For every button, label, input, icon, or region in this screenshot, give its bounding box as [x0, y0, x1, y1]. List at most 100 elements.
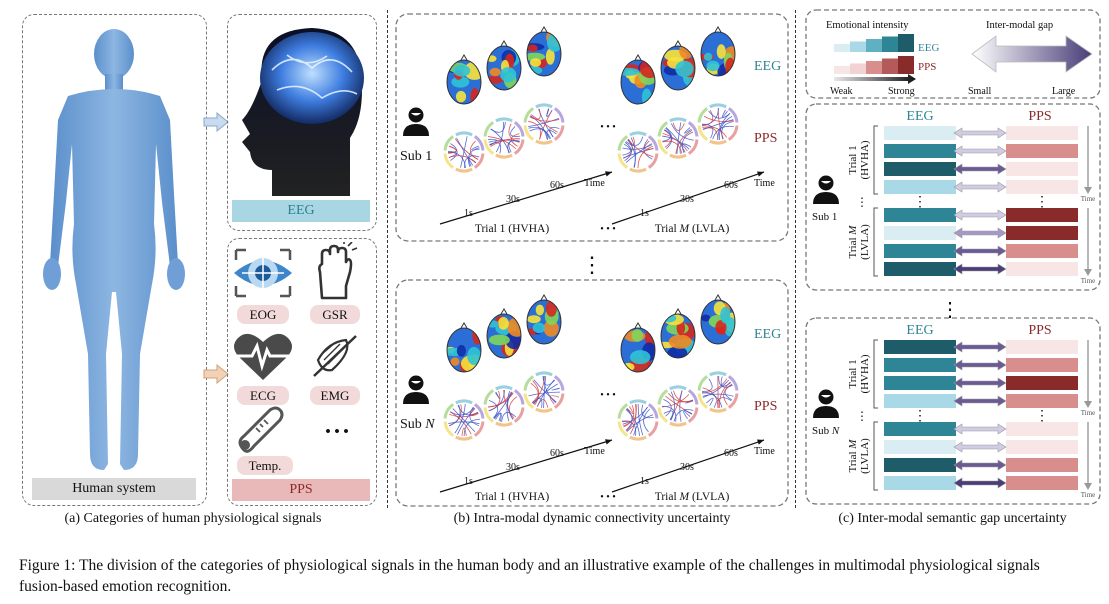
b-subN-trial1-circos-3 [523, 371, 565, 413]
b-subN-trialM-circos-3 [697, 371, 739, 413]
b-subject-vdots: ⋮ [581, 252, 603, 277]
b-subN-trial-dots-top: • • • [600, 390, 616, 401]
c-subN-trialM-label-a: Trial M [847, 439, 859, 473]
legend-strong-label: Strong [888, 86, 915, 97]
sub1-dashed-box [395, 13, 789, 242]
b-subN-trialM-label: Trial M (LVLA) [655, 491, 730, 503]
c-sub1-trial1-label-a: Trial 1 [847, 145, 859, 174]
c-subN-eeg-row-5 [884, 422, 956, 436]
legend-pps-step-2 [850, 63, 866, 74]
b-subN-person-icon [403, 375, 429, 404]
more-signals-ellipsis: • • • [325, 424, 349, 440]
emg-label: EMG [310, 386, 360, 405]
c-sub1-pps-row-2 [1006, 144, 1078, 158]
c-subN-gap-arrow-1 [953, 341, 1007, 353]
c-subN-person-icon [813, 389, 839, 418]
eeg-category-label: EEG [232, 200, 370, 222]
glowing-brain-head-icon [242, 28, 364, 196]
panel-b-caption: (b) Intra-modal dynamic connectivity unc… [453, 511, 731, 526]
legend-eeg-step-3 [866, 39, 882, 52]
b-subN-trialM-time-label: Time [754, 446, 775, 457]
legend-pps-step-4 [882, 58, 898, 74]
panel-c-caption: (c) Inter-modal semantic gap uncertainty [838, 511, 1067, 526]
c-sub1-pps-row-1 [1006, 126, 1078, 140]
b-sub1-trialM-time-arrow [611, 171, 765, 225]
c-sub1-trialM-bracket [873, 207, 878, 277]
c-subN-trial1-bracket [873, 339, 878, 409]
legend-eeg-step-5 [898, 34, 914, 52]
c-sub1-trial1-time-label: Time [1081, 195, 1096, 203]
c-subN-pps-row-3 [1006, 376, 1078, 390]
c-subN-eeg-row-2 [884, 358, 956, 372]
legend-pps-step-5 [898, 56, 914, 74]
c-subN-gap-arrow-8 [953, 477, 1007, 489]
legend-intensity-title: Emotional intensity [826, 20, 909, 31]
c-subN-gap-arrow-3 [953, 377, 1007, 389]
muscle-icon [313, 335, 357, 377]
legend-pps-label: PPS [918, 61, 936, 73]
c-sub1-gap-arrow-5 [953, 209, 1007, 221]
b-sub1-trialM-circos-3 [697, 103, 739, 145]
c-sub1-eeg-header: EEG [906, 109, 933, 124]
c-subN-trial1-time-label: Time [1081, 409, 1096, 417]
b-subN-trial1-tick-30s: 30s [506, 462, 520, 473]
b-sub1-trial1-circos-1 [443, 131, 485, 173]
c-subN-trialM-time-head [1084, 483, 1092, 490]
c-subN-gap-arrow-2 [953, 359, 1007, 371]
c-subN-eeg-row-8 [884, 476, 956, 490]
legend-small-label: Small [968, 86, 992, 97]
b-sub1-trial1-circos-3 [523, 103, 565, 145]
b-sub1-trial1-tick-60s: 60s [550, 180, 564, 191]
gsr-label: GSR [310, 305, 360, 324]
b-subN-trial-dots-bottom: • • • [600, 492, 616, 503]
c-subN-pps-row-4 [1006, 394, 1078, 408]
c-subN-pps-row-1 [1006, 340, 1078, 354]
human-system-panel [22, 14, 207, 506]
separator-b-c [795, 10, 796, 508]
c-sub1-pps-row-7 [1006, 244, 1078, 258]
ecg-label: ECG [237, 386, 289, 405]
c-sub1-eeg-row-1 [884, 126, 956, 140]
b-subN-trial1-tick-60s: 60s [550, 448, 564, 459]
b-sub1-trial1-tick-30s: 30s [506, 194, 520, 205]
b-subN-trialM-circos-1 [617, 399, 659, 441]
c-sub1-pps-row-6 [1006, 226, 1078, 240]
legend-eeg-label: EEG [918, 42, 939, 54]
b-sub1-trial1-topomap-2 [486, 40, 522, 91]
eeg-category-box [227, 14, 377, 231]
c-subN-pps-row-2 [1006, 358, 1078, 372]
c-subN-eeg-row-6 [884, 440, 956, 454]
eog-label: EOG [237, 305, 289, 324]
human-system-label: Human system [32, 478, 196, 500]
c-sub1-trialM-label-b: (LVLA) [859, 224, 871, 260]
b-sub1-trialM-tick-60s: 60s [724, 180, 738, 191]
figure-caption: Figure 1: The division of the categories… [19, 555, 1105, 597]
c-sub1-trial1-label-b: (HVHA) [859, 140, 871, 179]
c-subN-trialM-label-b: (LVLA) [859, 438, 871, 474]
c-sub1-pps-header: PPS [1028, 109, 1051, 124]
c-subN-gap-arrow-6 [953, 441, 1007, 453]
heart-ecg-icon [234, 333, 292, 380]
body-to-pps-arrow [203, 364, 229, 384]
b-sub1-trial1-time-arrow [439, 171, 613, 225]
b-subN-trial1-time-arrow [439, 439, 613, 493]
b-sub1-person-icon [403, 107, 429, 136]
c-subN-eeg-row-4 [884, 394, 956, 408]
c-sub1-trialM-label-a: Trial M [847, 225, 859, 259]
c-subN-trialM-bracket [873, 421, 878, 491]
b-sub1-trialM-circos-1 [617, 131, 659, 173]
legend-pps-step-1 [834, 66, 850, 74]
c-subN-gap-arrow-5 [953, 423, 1007, 435]
c-sub1-gap-arrow-2 [953, 145, 1007, 157]
c-sub1-trialM-time-head [1084, 269, 1092, 276]
thermometer-icon [238, 406, 284, 453]
c-sub1-pps-row-3 [1006, 162, 1078, 176]
eye-icon [234, 248, 292, 298]
b-subN-trial1-tick-1s: 1s [464, 476, 473, 487]
body-to-eeg-arrow [203, 112, 229, 132]
c-subN-trialM-time-label: Time [1081, 491, 1096, 499]
b-sub1-trialM-time-label: Time [754, 178, 775, 189]
b-subN-trialM-circos-2 [657, 385, 699, 427]
b-subN-trialM-topomap-1 [620, 322, 656, 373]
legend-pps-step-3 [866, 61, 882, 74]
